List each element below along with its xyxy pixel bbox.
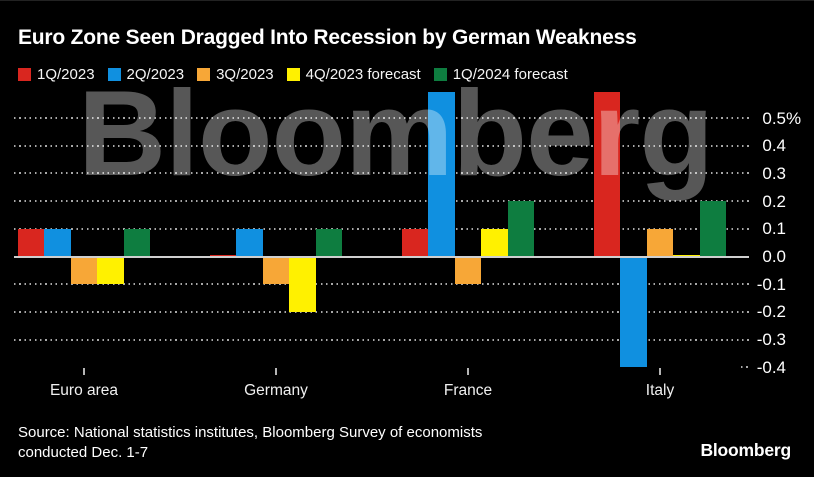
legend-item: 1Q/2023 — [18, 66, 95, 83]
y-axis-tick-label: 0.5 — [762, 108, 786, 128]
bar-3q-2023-germany — [262, 256, 290, 285]
bar-1q-2023-france — [402, 228, 429, 257]
bar-2q-2023-germany — [236, 228, 263, 257]
bar-1q-2023-italy — [594, 92, 621, 257]
y-axis-tick-label: 0.0 — [762, 247, 786, 266]
x-axis-tick — [275, 368, 277, 375]
legend-item: 2Q/2023 — [107, 66, 185, 83]
bar-3q-2023-france — [454, 256, 482, 285]
bar-1q-2024-forecast-italy — [699, 201, 726, 257]
source-note: Source: National statistics institutes, … — [18, 423, 482, 462]
legend-label: 3Q/2023 — [216, 66, 274, 83]
x-axis-tick — [467, 368, 469, 375]
bar-1q-2023-euro-area — [18, 228, 45, 257]
source-line-1: Source: National statistics institutes, … — [18, 424, 483, 441]
legend-label: 1Q/2023 — [37, 66, 95, 83]
legend-swatch-icon — [197, 68, 211, 81]
bar-2q-2023-italy — [620, 256, 647, 368]
gridline — [14, 310, 749, 313]
bloomberg-logo: Bloomberg — [700, 440, 791, 460]
gridline — [14, 144, 749, 147]
bar-1q-2024-forecast-france — [507, 201, 534, 257]
y-axis-tick-label: -0.3 — [756, 330, 786, 350]
legend-swatch-icon — [286, 68, 300, 81]
y-axis-tick-label: 0.3 — [762, 163, 786, 183]
legend-label: 4Q/2023 forecast — [305, 66, 421, 83]
bar-4q-2023-forecast-euro-area — [97, 256, 124, 285]
y-axis-tick-label: -0.1 — [756, 274, 786, 294]
gridline — [14, 172, 749, 175]
gridline — [14, 117, 749, 119]
y-axis-unit-label: % — [786, 108, 802, 128]
x-axis-tick — [83, 368, 85, 375]
x-axis-category-label: Euro area — [49, 382, 119, 399]
legend-label: 2Q/2023 — [126, 66, 185, 83]
legend-swatch-icon — [107, 68, 121, 81]
legend-label: 1Q/2024 forecast — [452, 66, 568, 83]
chart-title: Euro Zone Seen Dragged Into Recession by… — [18, 26, 637, 49]
bar-4q-2023-forecast-germany — [289, 256, 316, 312]
gridline — [14, 338, 749, 341]
bar-1q-2023-germany — [210, 254, 237, 257]
x-axis-category-label: Italy — [645, 382, 675, 399]
legend-swatch-icon — [18, 68, 31, 81]
legend-item: 3Q/2023 — [197, 66, 274, 83]
x-axis-tick — [659, 368, 661, 375]
legend: 1Q/2023 2Q/2023 3Q/2023 4Q/2023 forecast 1Q/… — [18, 66, 568, 83]
bar-3q-2023-euro-area — [70, 256, 98, 285]
bar-2q-2023-euro-area — [44, 228, 71, 257]
bar-3q-2023-italy — [646, 228, 674, 257]
bar-4q-2023-forecast-france — [481, 228, 508, 257]
zero-gridline — [14, 256, 749, 258]
y-axis-tick-label: -0.2 — [756, 302, 786, 322]
source-line-2: conducted Dec. 1-7 — [18, 443, 149, 461]
legend-swatch-icon — [433, 68, 447, 81]
legend-item: 4Q/2023 forecast — [286, 66, 421, 83]
x-axis-category-label: Germany — [244, 382, 308, 399]
y-axis-tick-label: 0.4 — [762, 136, 786, 156]
y-axis-tick-label: -0.4 — [756, 357, 786, 377]
bar-1q-2024-forecast-germany — [315, 228, 342, 257]
legend-item: 1Q/2024 forecast — [433, 66, 568, 83]
plot-area: 0.5% 0.4 0.3 0.2 0.1 0.0 -0.1 -0.2 -0.3 -0.4 Bloom… — [0, 72, 814, 377]
bar-2q-2023-france — [428, 92, 455, 257]
x-axis-category-label: France — [443, 382, 493, 399]
gridline — [14, 283, 749, 286]
bar-4q-2023-forecast-italy — [673, 254, 700, 257]
gridline — [14, 200, 749, 203]
bar-1q-2024-forecast-euro-area — [123, 228, 150, 257]
gridline-dash — [741, 366, 749, 369]
gridline — [14, 227, 749, 230]
y-axis-tick-label: 0.2 — [762, 191, 786, 211]
y-axis-tick-label: 0.1 — [762, 219, 786, 239]
